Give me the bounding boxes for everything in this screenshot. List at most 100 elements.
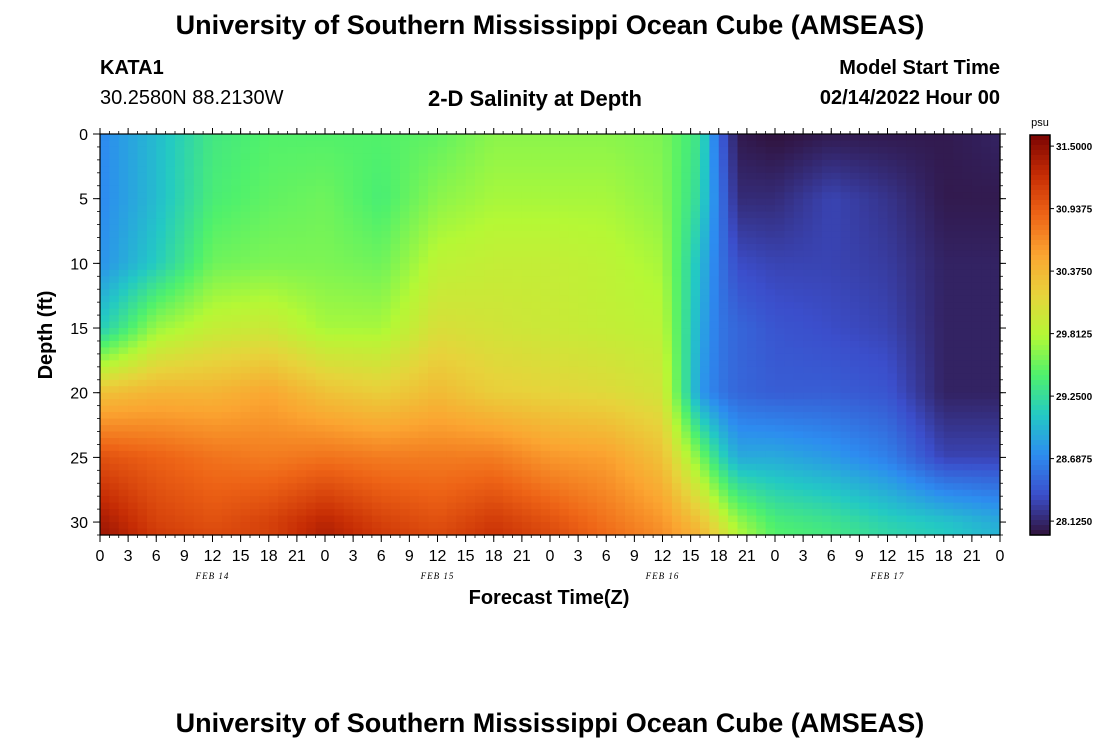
heatmap-cell	[756, 250, 767, 258]
heatmap-cell	[381, 146, 392, 155]
heatmap-cell	[540, 243, 551, 252]
heatmap-cell	[784, 321, 795, 329]
heatmap-cell	[146, 412, 157, 420]
heatmap-cell	[662, 250, 673, 258]
heatmap-cell	[653, 269, 664, 277]
heatmap-cell	[559, 405, 570, 413]
heatmap-cell	[596, 340, 607, 349]
heatmap-cell	[287, 392, 298, 400]
heatmap-cell	[353, 328, 364, 336]
heatmap-cell	[700, 412, 710, 420]
heatmap-cell	[671, 282, 682, 290]
heatmap-cell	[671, 134, 682, 142]
heatmap-cell	[653, 386, 664, 394]
heatmap-cell	[390, 444, 401, 452]
heatmap-cell	[259, 211, 270, 219]
heatmap-cell	[831, 243, 842, 252]
heatmap-cell	[165, 308, 176, 316]
heatmap-cell	[915, 295, 926, 303]
heatmap-cell	[550, 159, 560, 167]
heatmap-cell	[934, 463, 945, 471]
heatmap-cell	[887, 153, 898, 161]
heatmap-cell	[109, 457, 120, 465]
heatmap-cell	[578, 295, 589, 303]
heatmap-cell	[109, 425, 120, 433]
heatmap-cell	[709, 289, 720, 297]
heatmap-cell	[287, 256, 298, 264]
heatmap-cell	[231, 166, 242, 174]
heatmap-cell	[681, 231, 692, 239]
heatmap-cell	[718, 185, 729, 193]
heatmap-cell	[484, 353, 495, 361]
heatmap-cell	[353, 302, 364, 310]
heatmap-cell	[409, 437, 420, 446]
heatmap-cell	[221, 321, 232, 329]
heatmap-cell	[418, 463, 429, 471]
heatmap-cell	[137, 295, 148, 303]
heatmap-cell	[578, 172, 589, 180]
heatmap-cell	[596, 347, 607, 355]
heatmap-cell	[784, 192, 795, 200]
heatmap-cell	[315, 392, 326, 400]
heatmap-cell	[278, 437, 289, 446]
heatmap-cell	[521, 392, 532, 400]
heatmap-cell	[334, 218, 345, 226]
heatmap-cell	[118, 243, 129, 252]
heatmap-cell	[371, 302, 382, 310]
heatmap-cell	[221, 347, 232, 355]
heatmap-cell	[240, 405, 251, 413]
heatmap-cell	[343, 386, 354, 394]
heatmap-cell	[446, 224, 457, 232]
heatmap-cell	[559, 166, 570, 174]
heatmap-cell	[437, 192, 448, 200]
heatmap-cell	[784, 237, 795, 245]
heatmap-cell	[193, 315, 204, 323]
heatmap-cell	[193, 263, 204, 271]
heatmap-cell	[109, 437, 120, 446]
heatmap-cell	[334, 211, 345, 219]
heatmap-cell	[962, 405, 973, 413]
heatmap-cell	[709, 379, 720, 387]
heatmap-cell	[343, 166, 354, 174]
heatmap-cell	[484, 366, 495, 374]
heatmap-cell	[728, 224, 739, 232]
heatmap-cell	[915, 360, 926, 368]
heatmap-cell	[896, 172, 907, 180]
heatmap-cell	[353, 250, 364, 258]
heatmap-cell	[381, 321, 392, 329]
heatmap-cell	[971, 334, 982, 342]
heatmap-cell	[540, 256, 551, 264]
heatmap-cell	[306, 457, 317, 465]
heatmap-cell	[737, 172, 748, 180]
heatmap-cell	[503, 315, 514, 323]
heatmap-cell	[446, 437, 457, 446]
heatmap-cell	[221, 405, 232, 413]
heatmap-cell	[793, 405, 804, 413]
heatmap-cell	[531, 463, 542, 471]
heatmap-cell	[671, 366, 682, 374]
heatmap-cell	[700, 243, 710, 252]
heatmap-cell	[615, 399, 626, 407]
heatmap-cell	[662, 425, 673, 433]
heatmap-cell	[475, 431, 485, 439]
heatmap-cell	[456, 315, 467, 323]
heatmap-cell	[606, 392, 617, 400]
heatmap-cell	[409, 425, 420, 433]
heatmap-cell	[803, 392, 814, 400]
heatmap-cell	[353, 205, 364, 213]
heatmap-cell	[325, 328, 335, 336]
heatmap-cell	[362, 340, 373, 349]
heatmap-cell	[971, 166, 982, 174]
heatmap-cell	[559, 146, 570, 155]
heatmap-cell	[400, 276, 410, 284]
heatmap-cell	[943, 412, 954, 420]
heatmap-cell	[925, 308, 935, 316]
heatmap-cell	[840, 379, 851, 387]
heatmap-cell	[634, 450, 645, 458]
heatmap-cell	[868, 431, 879, 439]
heatmap-cell	[887, 198, 898, 206]
heatmap-cell	[981, 185, 992, 193]
heatmap-cell	[475, 263, 485, 271]
heatmap-cell	[878, 211, 889, 219]
heatmap-cell	[475, 185, 485, 193]
